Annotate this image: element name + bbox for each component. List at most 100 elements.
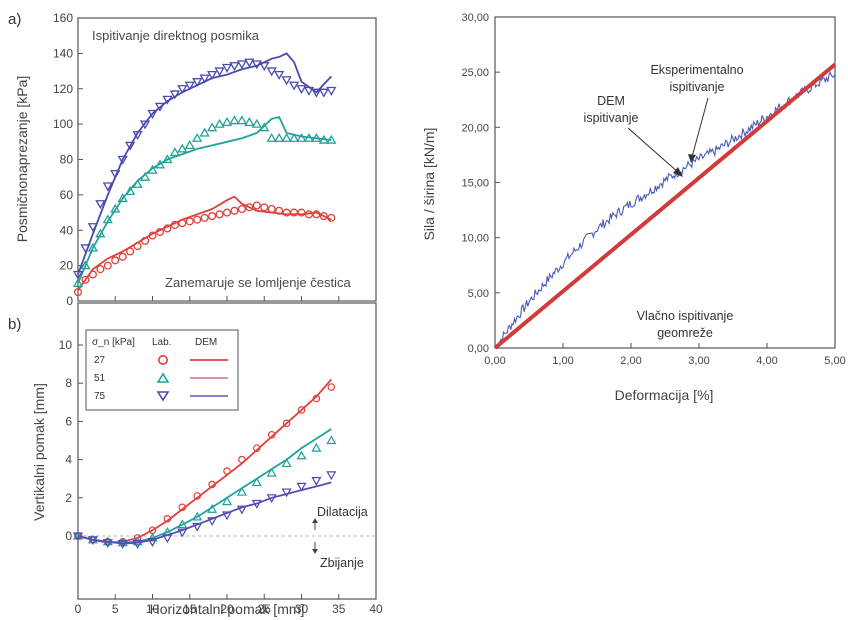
legend-marker-triangle-up [156,372,170,383]
lab-point-51 [192,132,203,142]
lab-point-75 [236,505,247,515]
lab-point-51 [117,193,128,203]
lab-point-51 [311,442,322,452]
lab-point-27 [185,217,194,226]
panel-b-ytick-label: 10 [59,338,73,352]
panel-b-xtick-label: 5 [112,602,119,616]
panel-b-ytick-label: 0 [65,529,72,543]
lab-point-75 [154,102,166,112]
dem-annotation-line2: ispitivanje [584,111,639,125]
dem-annotation-line1: DEM [597,94,625,108]
lab-point-75 [199,74,210,84]
right-ytick-label: 30,00 [461,12,489,24]
right-panel-xlabel: Deformacija [%] [615,387,714,403]
lab-point-75 [236,60,248,70]
lab-point-51 [184,140,195,150]
lab-point-27 [297,208,306,217]
lab-point-75 [318,88,329,98]
lab-point-51 [199,127,210,137]
lab-point-27 [260,203,269,212]
lab-point-51 [80,260,91,270]
panel-a-ytick-label: 120 [53,82,73,96]
panel-b-plot [72,378,337,549]
right-xtick-label: 2,00 [620,355,641,367]
panel-a-annotation: Zanemaruje se lomljenje čestica [165,275,351,290]
panel-b-ylabel: Vertikalni pomak [mm] [31,383,47,521]
lab-point-75 [147,538,158,547]
lab-point-51 [221,496,233,506]
series-dem-75 [77,52,332,275]
panel-b-legend: σ_n [kPa] Lab. DEM 27 51 75 [85,329,239,411]
right-panel-ylabel: Sila / širina [kN/m] [421,128,437,241]
panel-b-ytick-label: 8 [65,376,72,390]
lab-point-75 [117,155,128,165]
panel-b-ytick-label: 6 [65,414,72,428]
legend-header-dem: DEM [195,337,217,348]
panel-a-plot [72,52,337,297]
legend-row-51: 51 [94,373,106,384]
panel-a-ytick-label: 140 [53,46,73,60]
lab-point-75 [184,81,195,91]
lab-point-75 [244,58,255,68]
lab-point-27 [215,210,224,219]
lab-point-51 [95,228,106,238]
lab-point-75 [206,70,218,80]
lab-point-27 [327,383,336,391]
right-ytick-label: 15,00 [461,178,489,190]
series-dem-75 [77,481,332,545]
right-ytick-label: 5,00 [468,288,489,300]
zbijanje-label: Zbijanje [320,556,364,570]
panel-a-ylabel: Posmičnonaprezanje [kPa] [14,76,30,243]
right-ytick-label: 25,00 [461,67,489,79]
series-dem-51 [77,116,332,284]
right-xtick-label: 3,00 [688,355,709,367]
lab-point-51 [251,118,262,128]
lab-point-75 [147,109,158,119]
legend-row-75: 75 [94,391,106,402]
lab-point-27 [200,213,209,222]
lab-point-75 [281,76,292,86]
right-xtick-label: 1,00 [552,355,573,367]
panel-b-xtick-label: 10 [146,602,160,616]
lab-point-27 [282,419,291,428]
lab-point-27 [245,203,254,212]
lab-point-51 [296,450,307,460]
dem-arrow [627,127,683,177]
lab-point-75 [311,477,322,486]
lab-point-51 [206,122,218,132]
lab-point-75 [274,70,285,80]
lab-point-51 [296,132,307,142]
tensile-annotation-line2: geomreže [657,326,713,340]
lab-point-75 [311,88,322,98]
lab-point-51 [274,132,285,142]
panel-a-ticks: 0 20 40 60 80 100 120 140 160 [53,11,377,308]
panel-a-ytick-label: 160 [53,11,73,25]
lab-point-51 [288,132,300,142]
right-xtick-label: 4,00 [756,355,777,367]
lab-point-75 [296,482,307,492]
lab-point-27 [208,212,217,221]
panel-a-ytick-label: 60 [60,188,74,202]
lab-point-51 [236,115,248,125]
lab-point-75 [102,182,113,192]
right-xtick-label: 5,00 [824,355,845,367]
lab-point-75 [72,270,84,280]
exp-arrow [688,97,709,163]
panel-b-xtick-label: 0 [75,602,82,616]
panel-a-title: Ispitivanje direktnog posmika [92,28,260,43]
lab-point-27 [289,208,299,217]
series-dem [493,62,837,350]
lab-point-75 [132,540,143,549]
right-panel-ticks: 0,00 5,00 10,00 15,00 20,00 25,00 30,00 0,00 1,0… [461,12,845,367]
legend-marker-triangle-down [156,391,170,402]
panel-a-ytick-label: 40 [60,223,74,237]
tensile-annotation-line1: Vlačno ispitivanje [637,309,734,323]
right-panel-plot [493,62,837,350]
lab-point-27 [297,406,306,414]
lab-point-51 [110,203,121,213]
panel-b-label: b) [8,316,21,333]
right-ytick-label: 20,00 [461,122,489,134]
lab-point-51 [87,242,99,252]
lab-point-27 [252,201,261,210]
panel-a-label: a) [8,11,21,28]
